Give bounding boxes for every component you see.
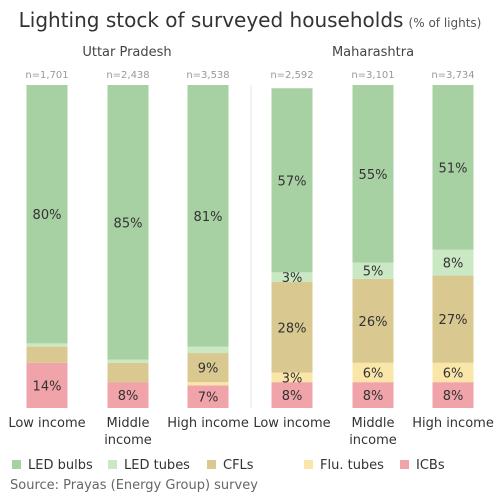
sample-size-label: n=3,538 — [186, 70, 229, 81]
bar-segment-cfls — [107, 362, 149, 383]
sample-size-label: n=2,592 — [270, 70, 313, 81]
bar-segment-icbs — [352, 382, 394, 408]
data-label: 8% — [282, 389, 303, 404]
legend-label-flu-tubes: Flu. tubes — [320, 458, 384, 473]
legend-swatch-icbs — [400, 460, 409, 469]
bar-segment-cfls — [271, 282, 313, 373]
data-label: 3% — [282, 271, 303, 286]
category-label: Middle — [352, 416, 395, 431]
bar-segment-icbs — [107, 382, 149, 408]
data-label: 3% — [282, 371, 303, 386]
sample-size-label: n=1,701 — [25, 70, 68, 81]
bar-segment-cfls — [187, 353, 229, 383]
data-label: 80% — [33, 208, 62, 223]
data-label: 26% — [359, 315, 388, 330]
sample-size-label: n=3,734 — [431, 70, 474, 81]
data-label: 8% — [118, 389, 139, 404]
bar-segment-led-bulbs — [107, 85, 149, 360]
panel-title-maharashtra: Maharashtra — [332, 45, 414, 60]
bar-segment-led-bulbs — [187, 85, 229, 347]
data-label: 8% — [443, 389, 464, 404]
legend-label-led-tubes: LED tubes — [124, 458, 190, 473]
category-label: Middle — [107, 416, 150, 431]
category-label: income — [104, 433, 152, 448]
bar-segment-led-bulbs — [271, 88, 313, 273]
data-label: 85% — [114, 216, 143, 231]
chart-subtitle: (% of lights) — [408, 16, 482, 30]
data-label: 8% — [443, 257, 464, 272]
legend-label-cfls: CFLs — [223, 458, 254, 473]
bar-segment-icbs — [26, 362, 68, 408]
bar-segment-flu-tubes — [432, 362, 474, 383]
bar-segment-led-tubes — [107, 359, 149, 363]
data-label: 14% — [33, 379, 62, 394]
bar-segment-led-tubes — [26, 343, 68, 347]
data-label: 28% — [278, 321, 307, 336]
data-label: 6% — [363, 366, 384, 381]
data-label: 51% — [439, 161, 468, 176]
legend-swatch-flu-tubes — [304, 460, 313, 469]
bar-segment-flu-tubes — [352, 362, 394, 383]
data-label: 9% — [198, 362, 219, 377]
category-label: High income — [412, 416, 494, 431]
bar-segment-led-tubes — [352, 262, 394, 279]
category-label: Low income — [253, 416, 330, 431]
data-label: 55% — [359, 168, 388, 183]
data-label: 27% — [439, 313, 468, 328]
chart-title: Lighting stock of surveyed households — [18, 8, 404, 32]
bar-segment-led-tubes — [187, 346, 229, 354]
legend-swatch-led-bulbs — [12, 460, 21, 469]
bar-segment-flu-tubes — [187, 382, 229, 386]
panel-title-uttar-pradesh: Uttar Pradesh — [82, 45, 171, 60]
bar-segment-icbs — [271, 382, 313, 408]
bar-segment-flu-tubes — [271, 372, 313, 383]
chart-source: Source: Prayas (Energy Group) survey — [10, 478, 258, 493]
bar-segment-cfls — [26, 346, 68, 363]
sample-size-label: n=3,101 — [351, 70, 394, 81]
category-label: High income — [167, 416, 249, 431]
legend-label-led-bulbs: LED bulbs — [28, 458, 93, 473]
bar-segment-led-bulbs — [26, 85, 68, 344]
data-label: 8% — [363, 389, 384, 404]
bar-segment-led-tubes — [271, 272, 313, 283]
data-label: 7% — [198, 391, 219, 406]
bar-segment-led-bulbs — [432, 85, 474, 250]
data-label: 81% — [194, 210, 223, 225]
category-label: Low income — [8, 416, 85, 431]
legend-swatch-cfls — [207, 460, 216, 469]
legend-swatch-led-tubes — [108, 460, 117, 469]
legend-label-icbs: ICBs — [416, 458, 445, 473]
data-label: 57% — [278, 174, 307, 189]
bar-segment-led-bulbs — [352, 85, 394, 263]
bar-segment-led-tubes — [432, 249, 474, 276]
data-label: 5% — [363, 265, 384, 280]
bar-segment-cfls — [432, 275, 474, 363]
chart-title-block: Lighting stock of surveyed households (%… — [0, 8, 500, 32]
data-label: 6% — [443, 366, 464, 381]
bar-segment-icbs — [432, 382, 474, 408]
bar-segment-icbs — [187, 385, 229, 408]
bar-segment-cfls — [352, 278, 394, 363]
category-label: income — [349, 433, 397, 448]
sample-size-label: n=2,438 — [106, 70, 149, 81]
